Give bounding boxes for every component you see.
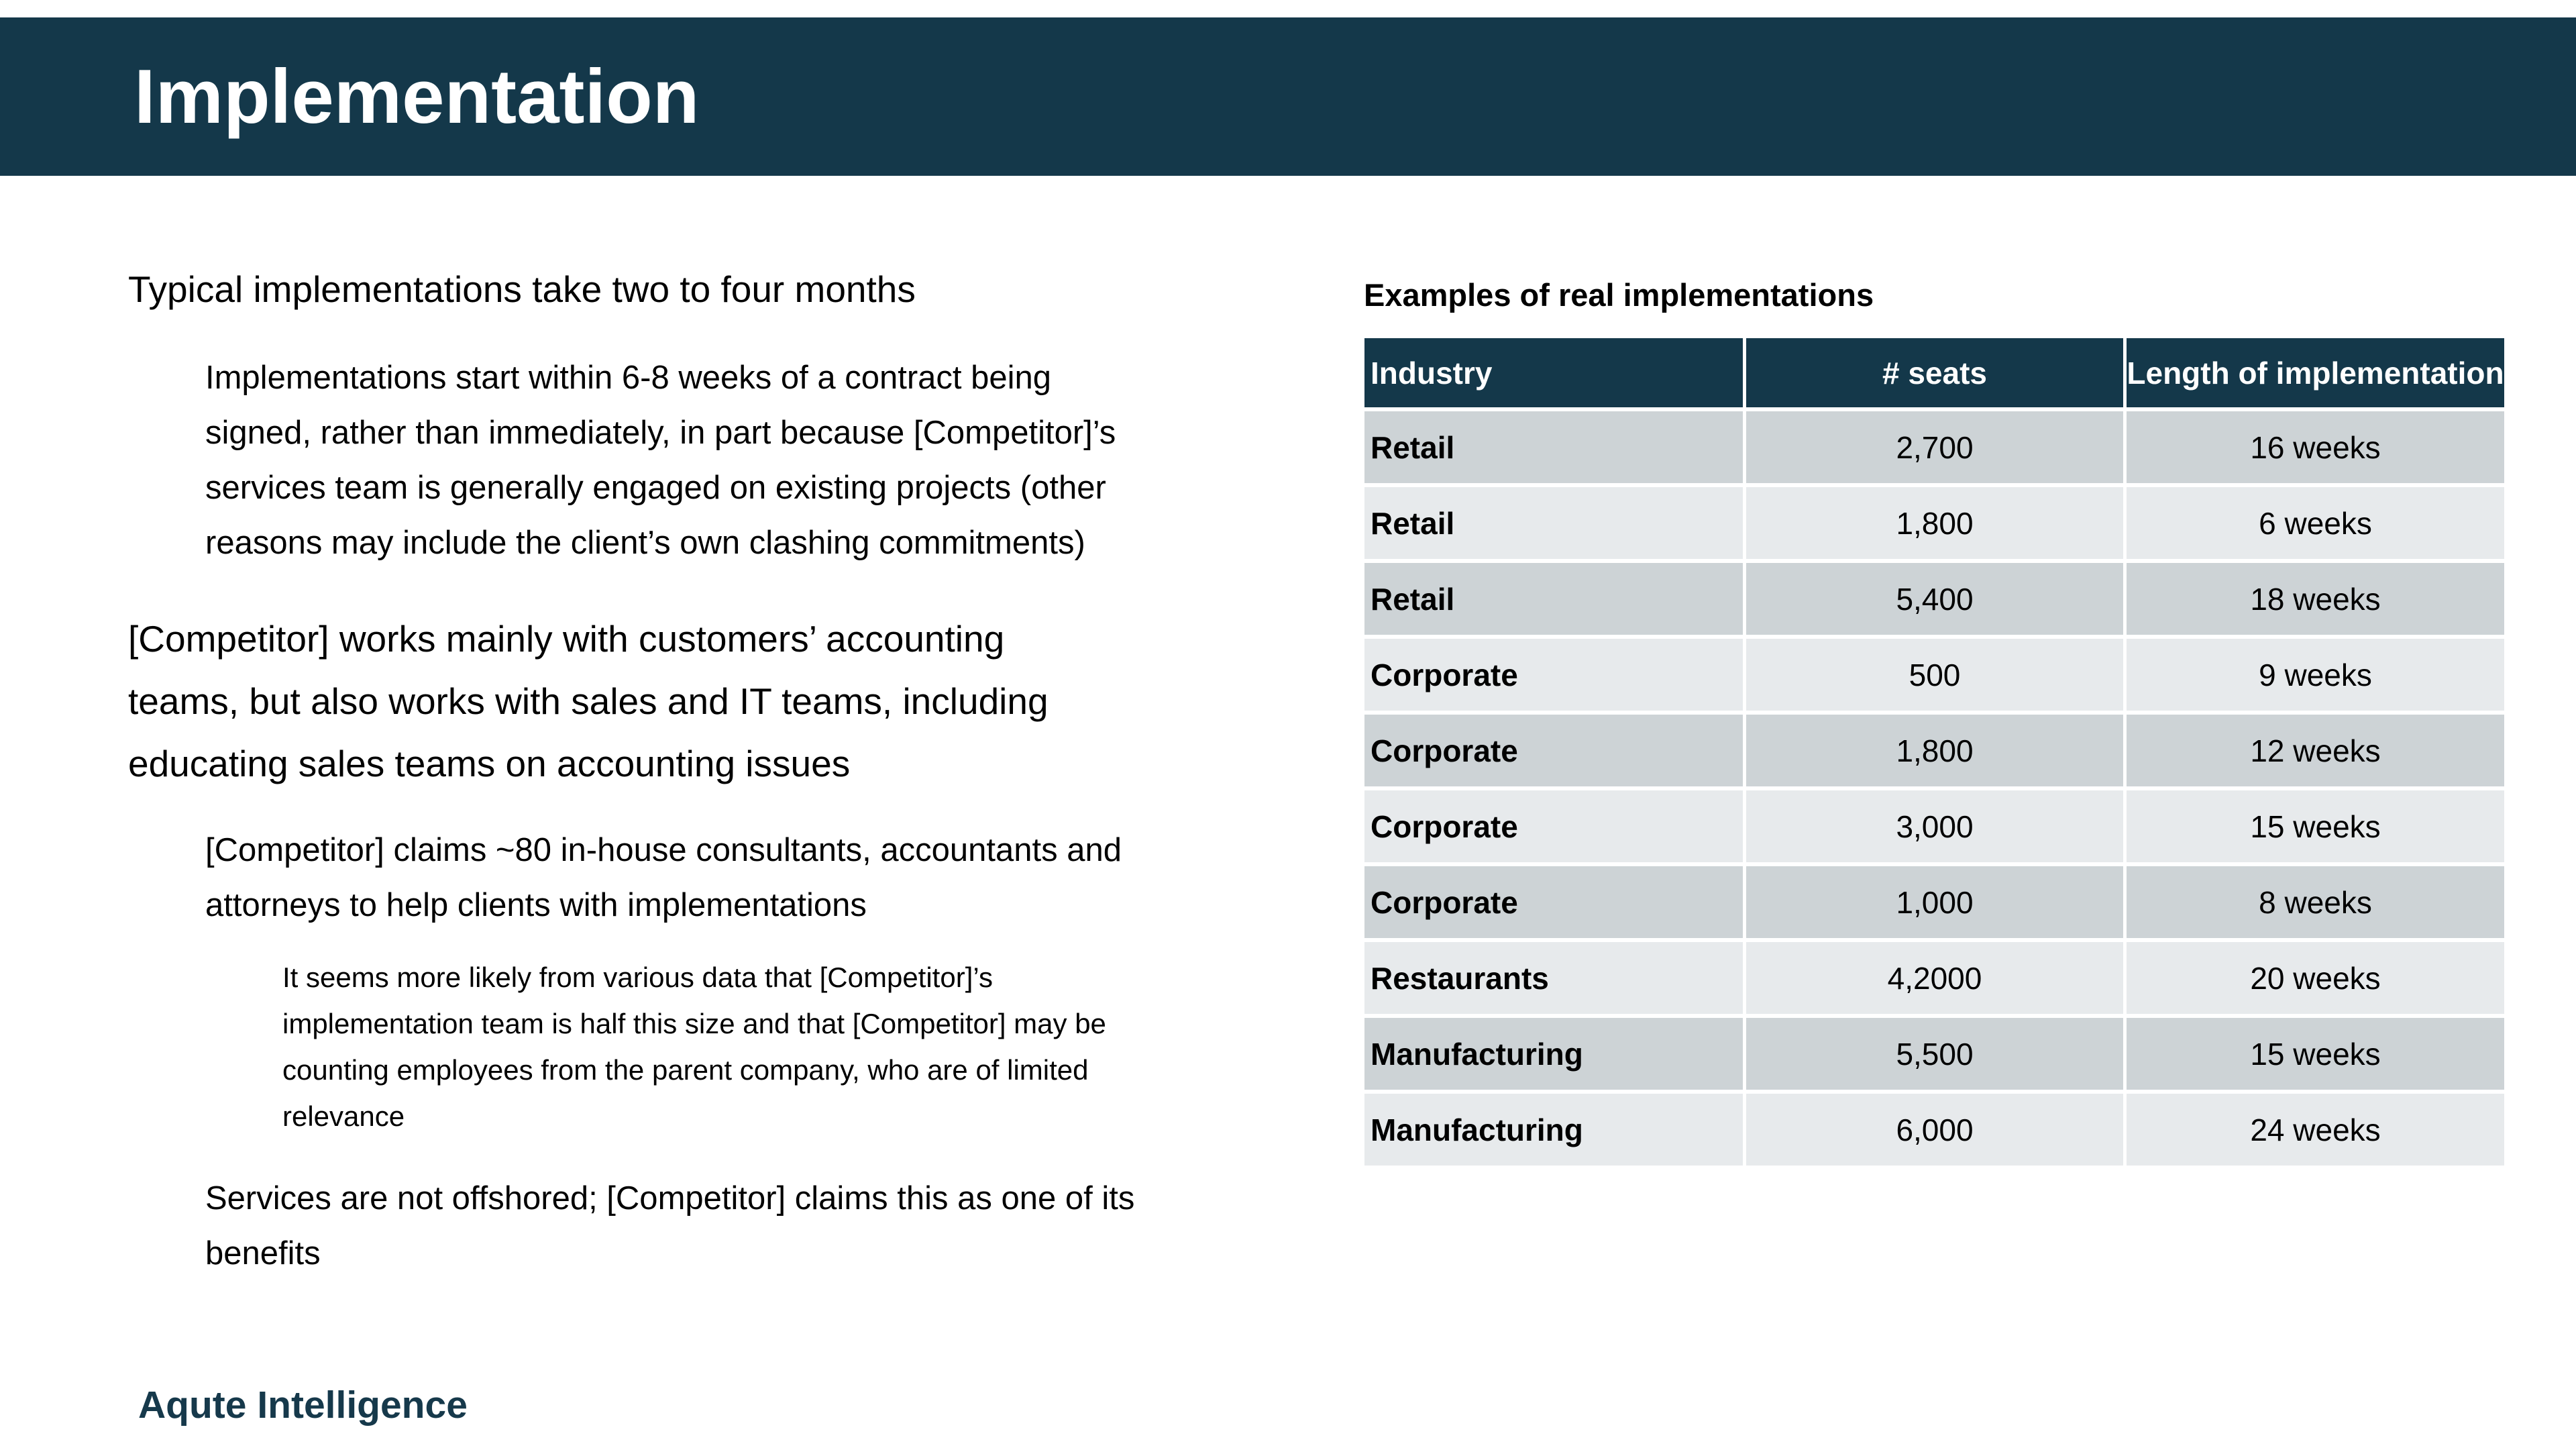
cell-length: 16 weeks [2127,411,2504,483]
cell-length: 15 weeks [2127,790,2504,862]
table-row: Manufacturing 5,500 15 weeks [1364,1018,2504,1090]
cell-industry: Retail [1364,487,1743,559]
cell-length: 9 weeks [2127,639,2504,711]
cell-length: 6 weeks [2127,487,2504,559]
bullet-level1-works-mainly: [Competitor] works mainly with customers… [128,618,1049,784]
table-row: Retail 5,400 18 weeks [1364,563,2504,635]
cell-seats: 3,000 [1746,790,2123,862]
cell-industry: Retail [1364,563,1743,635]
table-row: Corporate 1,800 12 weeks [1364,715,2504,786]
cell-seats: 1,800 [1746,487,2123,559]
company-logo-text: Aqute Intelligence [138,1384,468,1427]
implementations-table: Industry # seats Length of implementatio… [1364,338,2504,1170]
cell-length: 8 weeks [2127,866,2504,938]
table-header-industry: Industry [1364,338,1743,407]
table-row: Restaurants 4,2000 20 weeks [1364,942,2504,1014]
bullet-level2-implementations-start: Implementations start within 6-8 weeks o… [205,360,1116,561]
slide-title: Implementation [134,54,700,140]
cell-industry: Retail [1364,411,1743,483]
table-row: Manufacturing 6,000 24 weeks [1364,1094,2504,1166]
cell-length: 24 weeks [2127,1094,2504,1166]
bullet-level3-seems-more-likely: It seems more likely from various data t… [282,962,1106,1132]
table-row: Retail 1,800 6 weeks [1364,487,2504,559]
cell-length: 12 weeks [2127,715,2504,786]
table-header-length: Length of implementation [2127,338,2504,407]
cell-seats: 1,000 [1746,866,2123,938]
table-header-row: Industry # seats Length of implementatio… [1364,338,2504,407]
cell-seats: 6,000 [1746,1094,2123,1166]
table-row: Corporate 1,000 8 weeks [1364,866,2504,938]
cell-industry: Corporate [1364,715,1743,786]
table-row: Corporate 500 9 weeks [1364,639,2504,711]
title-bar: Implementation [0,17,2576,176]
cell-seats: 500 [1746,639,2123,711]
cell-seats: 4,2000 [1746,942,2123,1014]
bullet-level2-claims-consultants: [Competitor] claims ~80 in-house consult… [205,832,1122,923]
cell-length: 15 weeks [2127,1018,2504,1090]
cell-seats: 5,400 [1746,563,2123,635]
table-row: Retail 2,700 16 weeks [1364,411,2504,483]
cell-seats: 5,500 [1746,1018,2123,1090]
bullet-level1-typical-implementations: Typical implementations take two to four… [128,268,916,310]
bullet-level2-services-not-offshored: Services are not offshored; [Competitor]… [205,1180,1135,1272]
cell-industry: Manufacturing [1364,1094,1743,1166]
cell-industry: Restaurants [1364,942,1743,1014]
table-row: Corporate 3,000 15 weeks [1364,790,2504,862]
cell-seats: 2,700 [1746,411,2123,483]
table-heading: Examples of real implementations [1364,277,1874,313]
cell-length: 18 weeks [2127,563,2504,635]
cell-industry: Corporate [1364,639,1743,711]
cell-industry: Manufacturing [1364,1018,1743,1090]
table-header-seats: # seats [1746,338,2123,407]
cell-seats: 1,800 [1746,715,2123,786]
cell-industry: Corporate [1364,866,1743,938]
cell-length: 20 weeks [2127,942,2504,1014]
cell-industry: Corporate [1364,790,1743,862]
